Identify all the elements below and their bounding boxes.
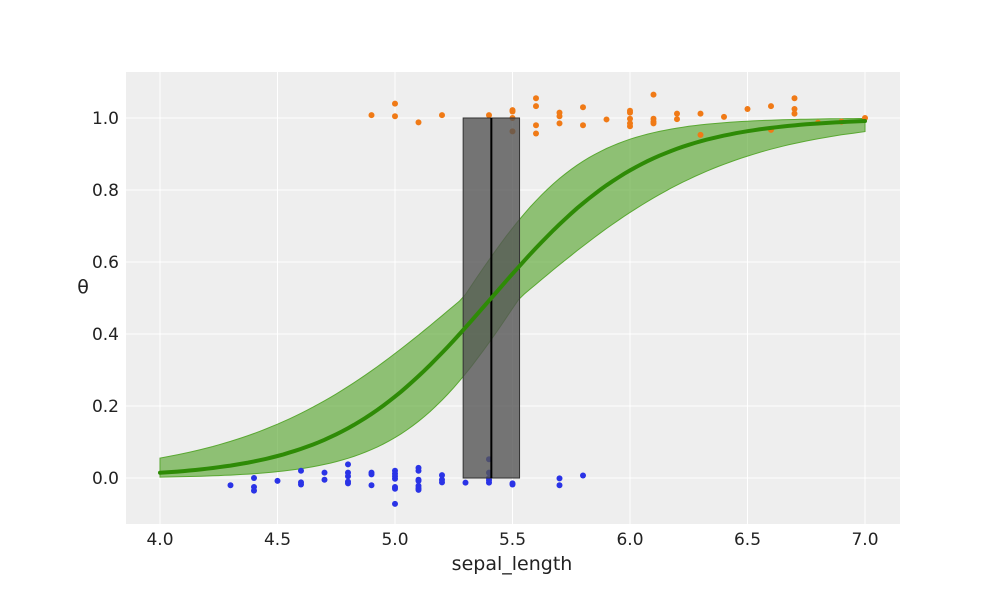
- sigmoid-curve: [158, 119, 867, 475]
- data-point-class-0: [415, 486, 422, 493]
- x-tick-label: 6.0: [616, 530, 643, 550]
- data-point-class-0: [321, 469, 328, 476]
- data-point-class-0: [415, 477, 422, 484]
- data-point-class-0: [556, 482, 563, 489]
- data-point-class-1: [791, 110, 798, 117]
- data-point-class-1: [368, 112, 375, 119]
- data-point-class-1: [509, 108, 516, 115]
- data-point-class-0: [251, 487, 257, 494]
- data-point-class-1: [533, 103, 539, 110]
- data-point-class-1: [392, 113, 398, 120]
- x-tick-labels: 4.0 4.5 5.0 5.5 6.0 6.5 7.0: [146, 530, 878, 550]
- data-point-class-0: [415, 467, 422, 474]
- data-point-class-0: [368, 482, 375, 489]
- data-point-class-1: [603, 116, 610, 123]
- data-point-class-1: [697, 110, 704, 117]
- y-tick-label: 0.2: [92, 397, 119, 417]
- data-point-class-0: [298, 467, 304, 474]
- data-point-class-1: [439, 112, 445, 119]
- data-point-class-1: [627, 123, 633, 130]
- data-point-class-0: [227, 482, 234, 489]
- x-tick-label: 4.0: [146, 530, 173, 550]
- data-point-class-1: [650, 91, 657, 98]
- data-point-class-0: [392, 485, 398, 492]
- data-point-class-1: [627, 109, 633, 116]
- y-tick-label: 0.6: [92, 253, 119, 273]
- data-point-class-1: [392, 100, 398, 107]
- data-point-class-1: [721, 113, 727, 120]
- data-point-class-1: [533, 122, 539, 129]
- data-point-class-1: [674, 116, 680, 123]
- data-point-class-1: [556, 120, 563, 127]
- data-point-class-1: [533, 95, 539, 102]
- data-point-class-1: [580, 122, 586, 129]
- y-tick-label: 1.0: [92, 109, 119, 129]
- data-point-class-1: [697, 131, 704, 138]
- data-point-class-0: [321, 476, 328, 483]
- data-point-class-0: [274, 477, 281, 484]
- data-point-class-0: [556, 475, 563, 482]
- x-tick-label: 5.5: [499, 530, 526, 550]
- x-axis-label: sepal_length: [452, 553, 573, 575]
- data-point-class-0: [392, 475, 398, 482]
- y-tick-label: 0.0: [92, 469, 119, 489]
- data-point-class-0: [298, 481, 304, 488]
- data-point-class-1: [580, 104, 586, 111]
- y-axis-label: θ: [77, 276, 89, 298]
- data-points: [227, 91, 868, 507]
- x-tick-label: 7.0: [851, 530, 878, 550]
- data-point-class-0: [509, 481, 516, 488]
- x-tick-label: 4.5: [264, 530, 291, 550]
- data-point-class-1: [744, 106, 751, 112]
- data-point-class-1: [650, 120, 657, 127]
- data-point-class-0: [462, 479, 469, 486]
- x-tick-label: 5.0: [381, 530, 408, 550]
- data-point-class-0: [345, 473, 351, 480]
- data-point-class-0: [345, 480, 351, 487]
- data-point-class-0: [392, 500, 398, 507]
- y-tick-labels: 0.0 0.2 0.4 0.6 0.8 1.0: [92, 109, 119, 489]
- data-point-class-1: [768, 103, 774, 110]
- data-point-class-0: [486, 479, 492, 486]
- data-point-class-0: [439, 472, 445, 479]
- data-point-class-0: [368, 471, 375, 478]
- data-point-class-1: [415, 119, 422, 126]
- data-point-class-0: [251, 475, 257, 481]
- y-tick-label: 0.8: [92, 181, 119, 201]
- data-point-class-0: [345, 461, 351, 468]
- data-point-class-0: [580, 472, 586, 479]
- data-point-class-1: [791, 106, 798, 112]
- data-point-class-1: [674, 110, 680, 117]
- data-point-class-0: [439, 479, 445, 486]
- y-tick-label: 0.4: [92, 325, 119, 345]
- data-point-class-1: [627, 115, 633, 122]
- mean-sigmoid-line: [158, 119, 867, 475]
- data-point-class-1: [486, 112, 492, 119]
- data-point-class-1: [533, 130, 539, 137]
- data-point-class-1: [791, 95, 798, 102]
- x-tick-label: 6.5: [734, 530, 761, 550]
- data-point-class-1: [556, 113, 563, 120]
